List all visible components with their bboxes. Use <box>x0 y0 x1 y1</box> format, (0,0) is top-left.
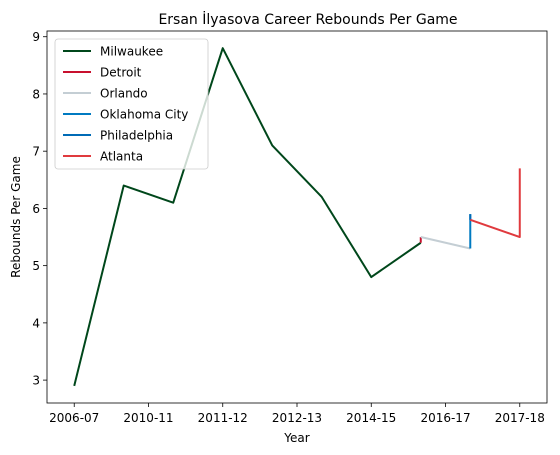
legend: Milwaukee Detroit Orlando Oklahoma City Phil… <box>54 38 209 170</box>
legend-label: Atlanta <box>100 150 143 164</box>
y-tick-label: 8 <box>32 87 40 101</box>
legend-box <box>54 38 209 170</box>
x-tick-label: 2016-17 <box>420 411 470 425</box>
legend-label: Orlando <box>100 87 148 101</box>
legend-label: Philadelphia <box>100 129 173 143</box>
y-tick-label: 3 <box>32 374 40 388</box>
series-line-2 <box>420 236 471 250</box>
chart-title: Ersan İlyasova Career Rebounds Per Game <box>158 10 457 28</box>
x-axis: 2006-07 2010-11 2011-12 2012-13 2014-15 2016-… <box>49 403 545 425</box>
x-tick-label: 2014-15 <box>346 411 396 425</box>
series-line-0 <box>73 47 422 387</box>
legend-label: Milwaukee <box>100 45 163 59</box>
x-tick-label: 2006-07 <box>49 411 99 425</box>
y-tick-label: 4 <box>32 316 40 330</box>
x-tick-label: 2010-11 <box>123 411 173 425</box>
x-tick-label: 2011-12 <box>198 411 248 425</box>
series-line-5 <box>469 168 521 239</box>
y-tick-label: 9 <box>32 30 40 44</box>
y-tick-label: 5 <box>32 259 40 273</box>
y-axis-label: Rebounds Per Game <box>9 156 23 278</box>
plot-area <box>73 47 521 387</box>
y-tick-label: 6 <box>32 202 40 216</box>
y-axis: 3 4 5 6 7 8 9 <box>32 30 47 388</box>
x-axis-label: Year <box>283 431 309 445</box>
y-tick-label: 7 <box>32 145 40 159</box>
x-tick-label: 2017-18 <box>495 411 545 425</box>
x-tick-label: 2012-13 <box>272 411 322 425</box>
legend-label: Detroit <box>100 66 142 80</box>
legend-label: Oklahoma City <box>100 108 188 122</box>
